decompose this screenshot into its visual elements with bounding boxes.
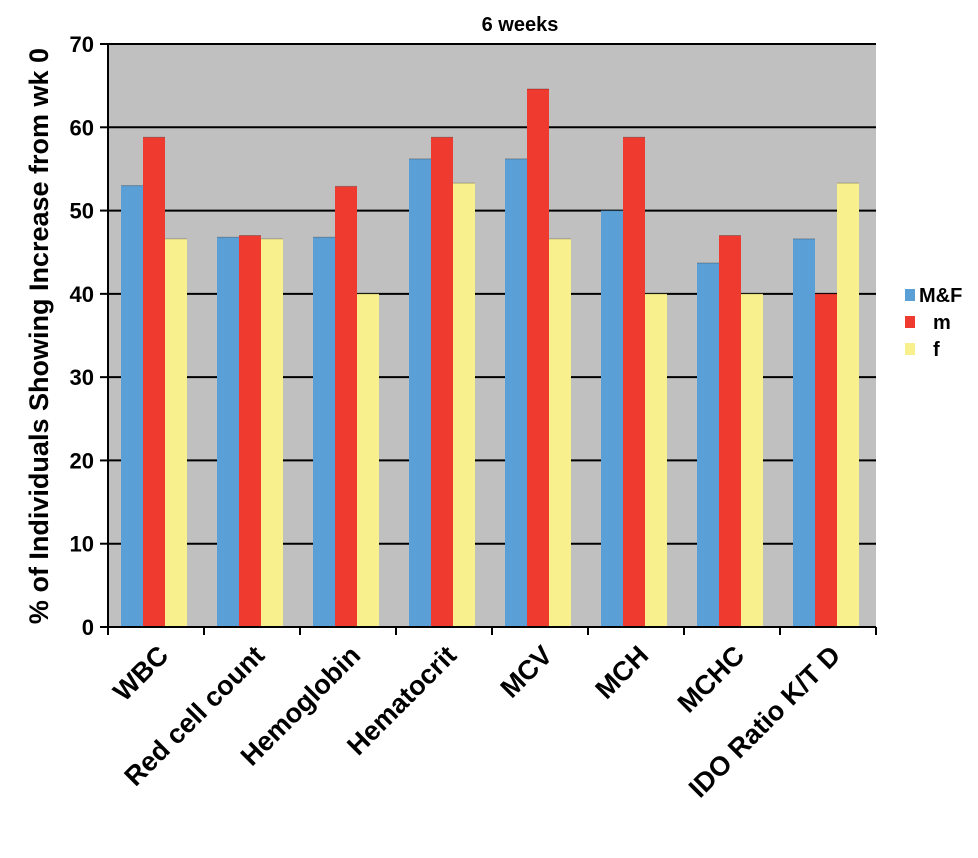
legend-swatch-1 <box>905 316 915 328</box>
bar-f-7 <box>837 183 859 627</box>
bar-m-5 <box>623 137 645 627</box>
bar-m-f-7 <box>793 238 815 628</box>
bar-m-2 <box>335 186 357 627</box>
x-category-label-4: MCV <box>495 640 559 704</box>
bar-m-1 <box>239 235 261 628</box>
x-category-label-5: MCH <box>590 640 655 705</box>
y-tick-label-30: 30 <box>70 365 94 390</box>
bar-m-f-2 <box>313 237 335 628</box>
legend-label-1: m <box>933 312 951 334</box>
legend-swatch-2 <box>905 343 915 355</box>
bar-m-4 <box>527 88 549 627</box>
legend-label-2: f <box>933 339 940 361</box>
bar-m-f-4 <box>505 158 527 628</box>
bar-m-6 <box>719 235 741 628</box>
bar-m-7 <box>815 293 837 627</box>
y-tick-label-40: 40 <box>70 282 94 307</box>
y-tick-label-10: 10 <box>70 532 94 557</box>
bar-f-6 <box>741 293 763 627</box>
legend-swatch-0 <box>905 289 915 301</box>
bar-m-0 <box>143 137 165 627</box>
bar-f-2 <box>357 293 379 627</box>
bar-m-f-6 <box>697 263 719 627</box>
axes <box>100 43 877 635</box>
bar-f-3 <box>453 183 475 627</box>
x-category-label-0: WBC <box>107 640 174 707</box>
bar-f-0 <box>165 238 187 628</box>
y-tick-label-20: 20 <box>70 448 94 473</box>
bar-f-4 <box>549 238 571 628</box>
bar-f-1 <box>261 238 283 628</box>
bar-f-5 <box>645 293 667 627</box>
bar-m-3 <box>431 137 453 627</box>
y-tick-labels: 0 10 20 30 40 50 60 70 <box>70 32 94 640</box>
x-category-label-6: MCHC <box>672 640 750 718</box>
legend: M&F mf <box>905 285 962 361</box>
bar-m-f-1 <box>217 237 239 628</box>
y-axis-label: % of Individuals Showing Increase from w… <box>24 48 54 624</box>
y-tick-label-0: 0 <box>82 615 94 640</box>
chart-title: 6 weeks <box>482 14 559 36</box>
bar-m-f-5 <box>601 210 623 628</box>
y-tick-label-50: 50 <box>70 199 94 224</box>
y-tick-label-70: 70 <box>70 32 94 57</box>
legend-label-0: M&F <box>919 285 962 307</box>
bar-m-f-3 <box>409 158 431 628</box>
bar-m-f-0 <box>121 185 143 628</box>
bars <box>121 88 859 628</box>
y-tick-label-60: 60 <box>70 115 94 140</box>
